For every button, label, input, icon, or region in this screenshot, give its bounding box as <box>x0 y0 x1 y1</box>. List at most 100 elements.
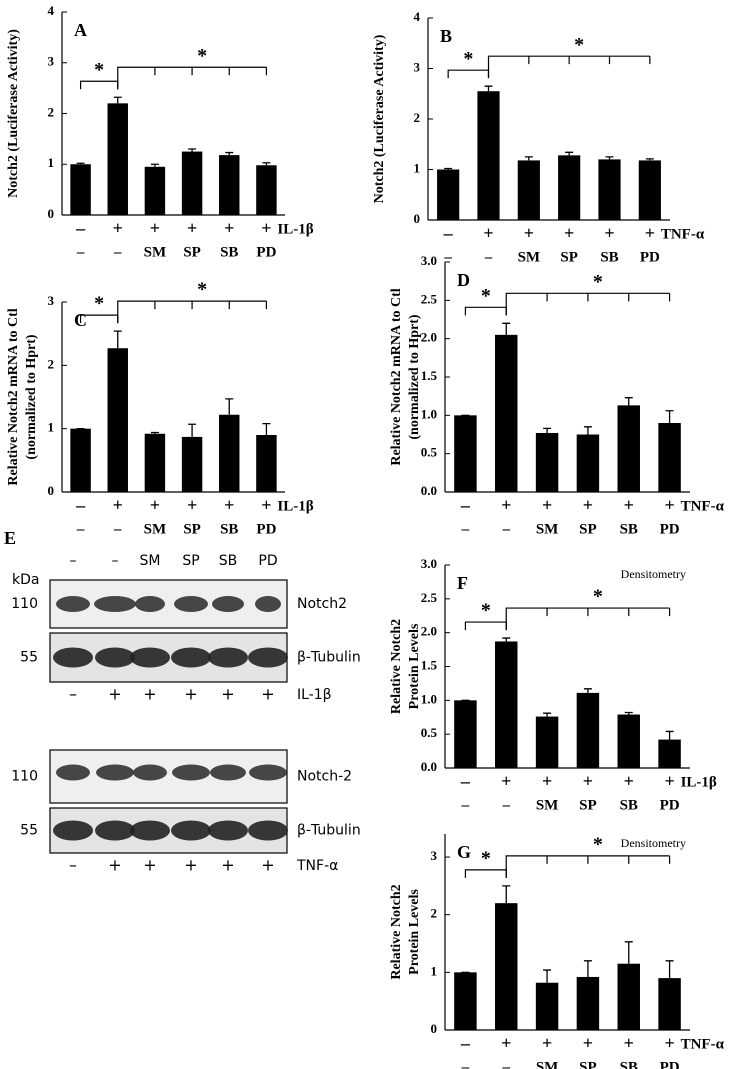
y-tick-label: 4 <box>414 9 421 24</box>
panel-label: G <box>457 842 471 862</box>
blot-band <box>208 647 248 668</box>
error-bar <box>583 960 592 977</box>
x-tick-label: + <box>524 223 534 243</box>
x-tick-label: + <box>604 223 614 243</box>
blot-band <box>208 820 248 841</box>
x-tick-label: – <box>460 495 471 515</box>
x-tick-label: SB <box>220 521 238 537</box>
panel-label: A <box>74 20 87 40</box>
error-bar <box>624 711 633 715</box>
y-tick-label: 1 <box>414 160 421 175</box>
bar <box>454 700 477 768</box>
x-tick-label: PD <box>256 244 276 260</box>
x-tick-label: + <box>501 495 511 515</box>
y-axis-label: Notch2 (Luciferase Activity) <box>6 29 21 198</box>
error-bar <box>524 156 533 161</box>
blot-band <box>255 596 281 612</box>
treatment-label: TNF-α <box>681 498 725 514</box>
lane-sign: + <box>261 685 274 704</box>
x-tick-label: SB <box>620 797 638 813</box>
lane-label: SB <box>219 553 238 569</box>
significance-star: * <box>197 45 207 67</box>
error-bar <box>565 151 574 156</box>
x-tick-label: SB <box>620 1059 638 1069</box>
lane-sign: + <box>108 685 121 704</box>
bar <box>70 428 91 492</box>
significance-bracket <box>505 292 671 316</box>
lane-label: – <box>70 553 77 569</box>
x-tick-label: – <box>461 797 470 813</box>
treatment-label: TNF-α <box>681 1036 725 1052</box>
x-tick-label: + <box>542 1033 552 1053</box>
lane-label: SP <box>182 553 199 569</box>
y-axis-label: Relative Notch2 mRNA to Ctl <box>6 308 21 485</box>
error-bar <box>665 730 674 740</box>
mw-label: 55 <box>20 650 38 666</box>
significance-bracket <box>487 55 651 79</box>
x-tick-label: + <box>583 771 593 791</box>
blot-band <box>249 764 287 781</box>
y-tick-label: 0.0 <box>421 759 437 774</box>
significance-star: * <box>593 586 603 608</box>
significance-bracket <box>505 855 671 878</box>
y-axis-label: Notch2 (Luciferase Activity) <box>372 34 387 203</box>
lane-sign: + <box>143 856 156 875</box>
blot-band <box>95 820 135 841</box>
x-tick-label: – <box>502 1059 511 1069</box>
y-tick-label: 2.5 <box>421 590 438 605</box>
x-tick-label: + <box>261 495 271 515</box>
mw-label: 110 <box>11 596 38 612</box>
y-tick-label: 3 <box>414 59 421 74</box>
error-bar <box>188 148 197 152</box>
x-tick-label: + <box>624 771 634 791</box>
y-tick-label: 1 <box>48 155 55 170</box>
x-tick-label: + <box>664 1033 674 1053</box>
x-tick-label: – <box>113 244 122 260</box>
treatment-label: IL-1β <box>297 687 332 703</box>
x-tick-label: SM <box>144 244 167 260</box>
x-tick-label: + <box>150 495 160 515</box>
blot-band <box>94 596 136 612</box>
bar <box>617 405 640 492</box>
bar <box>617 963 640 1030</box>
x-tick-label: – <box>76 244 85 260</box>
x-tick-label: + <box>542 495 552 515</box>
x-tick-label: + <box>564 223 574 243</box>
y-tick-label: 2.5 <box>421 291 438 306</box>
x-tick-label: + <box>113 495 123 515</box>
lane-label: PD <box>258 553 277 569</box>
x-tick-label: – <box>484 249 493 265</box>
blot-band <box>95 647 135 668</box>
y-tick-label: 1.0 <box>421 406 437 421</box>
x-tick-label: SM <box>536 521 559 537</box>
bar <box>144 433 166 492</box>
significance-star: * <box>574 34 584 56</box>
y-tick-label: 0.0 <box>421 483 437 498</box>
y-tick-label: 1.5 <box>421 368 438 383</box>
y-tick-label: 2.0 <box>421 624 437 639</box>
x-tick-label: PD <box>660 797 680 813</box>
significance-star: * <box>481 847 491 869</box>
x-tick-label: SP <box>579 521 597 537</box>
protein-label: β-Tubulin <box>297 650 361 666</box>
error-bar <box>76 162 85 165</box>
x-tick-label: + <box>624 495 634 515</box>
bar <box>107 348 128 492</box>
error-bar <box>150 163 159 167</box>
blot-band <box>210 764 246 781</box>
blot-band <box>212 596 244 612</box>
significance-star: * <box>94 293 104 315</box>
bar <box>70 164 91 215</box>
blot-band <box>248 820 288 841</box>
bar <box>576 976 600 1030</box>
panel-label: D <box>457 270 470 290</box>
x-tick-label: + <box>224 218 234 238</box>
x-tick-label: SM <box>518 249 541 265</box>
bar <box>658 739 681 768</box>
x-tick-label: + <box>501 771 511 791</box>
panel-label: F <box>457 573 468 593</box>
x-tick-label: + <box>113 218 123 238</box>
y-axis-label: Relative Notch2 mRNA to Ctl <box>389 288 404 465</box>
